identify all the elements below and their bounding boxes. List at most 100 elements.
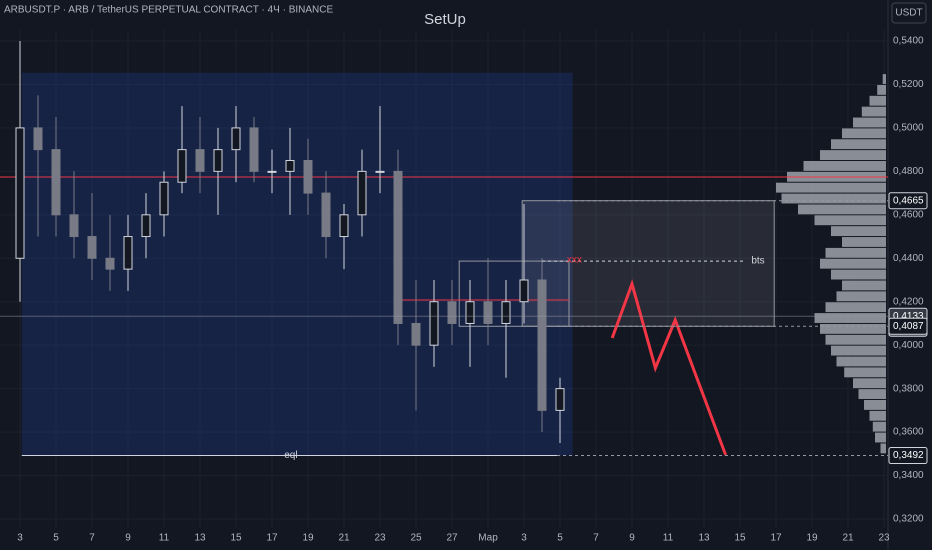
annotation: eql — [284, 450, 297, 461]
x-tick-label: 25 — [410, 533, 422, 544]
volume-bar — [861, 106, 886, 117]
x-tick-label: 27 — [446, 533, 458, 544]
volume-bar — [820, 258, 886, 269]
volume-bar — [880, 443, 886, 454]
volume-bar — [872, 421, 886, 432]
volume-bar — [803, 161, 886, 171]
y-tick-label: 0,4800 — [893, 166, 924, 177]
candle-body — [87, 236, 97, 259]
volume-bar — [836, 356, 886, 367]
y-tick-label: 0,3200 — [893, 514, 924, 525]
x-tick-label: 3 — [521, 533, 527, 544]
candle-body — [231, 127, 241, 151]
x-tick-label: 7 — [89, 533, 95, 544]
zone — [521, 200, 775, 327]
x-tick-label: 19 — [302, 533, 314, 544]
x-tick-label: 13 — [698, 533, 710, 544]
volume-bar — [814, 215, 886, 226]
volume-bar — [842, 237, 886, 247]
candle-body — [501, 301, 511, 324]
symbol: ARBUSDT.P · ARB / TetherUS PERPETUAL CON… — [4, 5, 333, 16]
x-tick-label: 5 — [557, 533, 563, 544]
candle-body — [267, 170, 277, 173]
candle-body — [537, 279, 547, 411]
volume-bar — [842, 128, 886, 139]
y-tick-label: 0,4400 — [893, 253, 924, 264]
currency[interactable]: USDT — [895, 8, 922, 19]
volume-bar — [776, 182, 886, 193]
candle-body — [69, 214, 79, 238]
candle-body — [33, 127, 43, 151]
candle-body — [285, 160, 295, 172]
candle-body — [483, 301, 493, 324]
x-tick-label: 11 — [159, 533, 170, 544]
candle-body — [51, 149, 61, 216]
candle-body — [429, 301, 439, 346]
candle-body — [339, 214, 349, 238]
candle-body — [447, 301, 457, 324]
y-tick-label: 0,3400 — [893, 470, 924, 481]
candle-body — [195, 149, 205, 172]
x-tick-label: 21 — [842, 533, 854, 544]
volume-bar — [875, 432, 886, 443]
candle-body — [105, 257, 115, 270]
y-tick-label: 0,5200 — [893, 79, 924, 90]
range-box — [21, 72, 573, 456]
x-tick-label: 15 — [230, 533, 242, 544]
zone — [458, 260, 570, 327]
x-tick-label: 5 — [53, 533, 59, 544]
x-tick-label: 21 — [338, 533, 350, 544]
volume-bar — [781, 193, 886, 204]
x-tick-label: 23 — [374, 533, 386, 544]
volume-bar — [853, 378, 886, 389]
volume-bar — [831, 226, 886, 237]
y-tick-label: 0,4600 — [893, 209, 924, 220]
x-tick-label: 9 — [629, 533, 635, 544]
price-label: 0,3492 — [893, 450, 924, 461]
volume-bar — [814, 313, 886, 323]
volume-bar — [820, 323, 886, 334]
candle-body — [375, 170, 385, 173]
volume-bar — [825, 334, 886, 345]
y-tick-label: 0,3800 — [893, 383, 924, 394]
y-tick-label: 0,3600 — [893, 427, 924, 438]
y-tick-label: 0,5000 — [893, 123, 924, 134]
volume-bar — [858, 389, 886, 399]
volume-bar — [877, 84, 886, 95]
y-tick-label: 0,5400 — [893, 36, 924, 47]
candle-body — [249, 127, 259, 172]
x-tick-label: 17 — [266, 533, 278, 544]
candle-body — [159, 181, 169, 216]
candle-body — [177, 149, 187, 183]
volume-bar — [831, 139, 886, 150]
x-tick-label: 3 — [17, 533, 23, 544]
volume-bar — [820, 150, 886, 160]
volume-bar — [825, 247, 886, 258]
volume-bar — [842, 280, 886, 291]
candle-body — [357, 170, 367, 216]
price-tag — [888, 192, 928, 210]
volume-bar — [882, 74, 886, 84]
price-tag — [888, 447, 928, 465]
currency-button[interactable] — [891, 2, 927, 24]
candle-body — [321, 192, 331, 238]
candle-body — [555, 388, 565, 411]
x-tick-label: 19 — [806, 533, 818, 544]
projection — [610, 279, 728, 456]
candle-body — [519, 279, 529, 303]
x-tick-label: 17 — [770, 533, 782, 544]
price-tag — [888, 317, 928, 335]
x-tick-label: 13 — [194, 533, 206, 544]
price-label: 0,4087 — [893, 321, 924, 332]
volume-bar — [825, 302, 886, 313]
y-tick-label: 0,4000 — [893, 340, 924, 351]
x-tick-label: Мар — [478, 533, 498, 544]
volume-bar — [844, 367, 886, 378]
candle-body — [213, 149, 223, 172]
candle-body — [123, 236, 133, 270]
volume-bar — [864, 400, 886, 410]
volume-bar — [836, 291, 886, 302]
volume-bar — [831, 269, 886, 280]
